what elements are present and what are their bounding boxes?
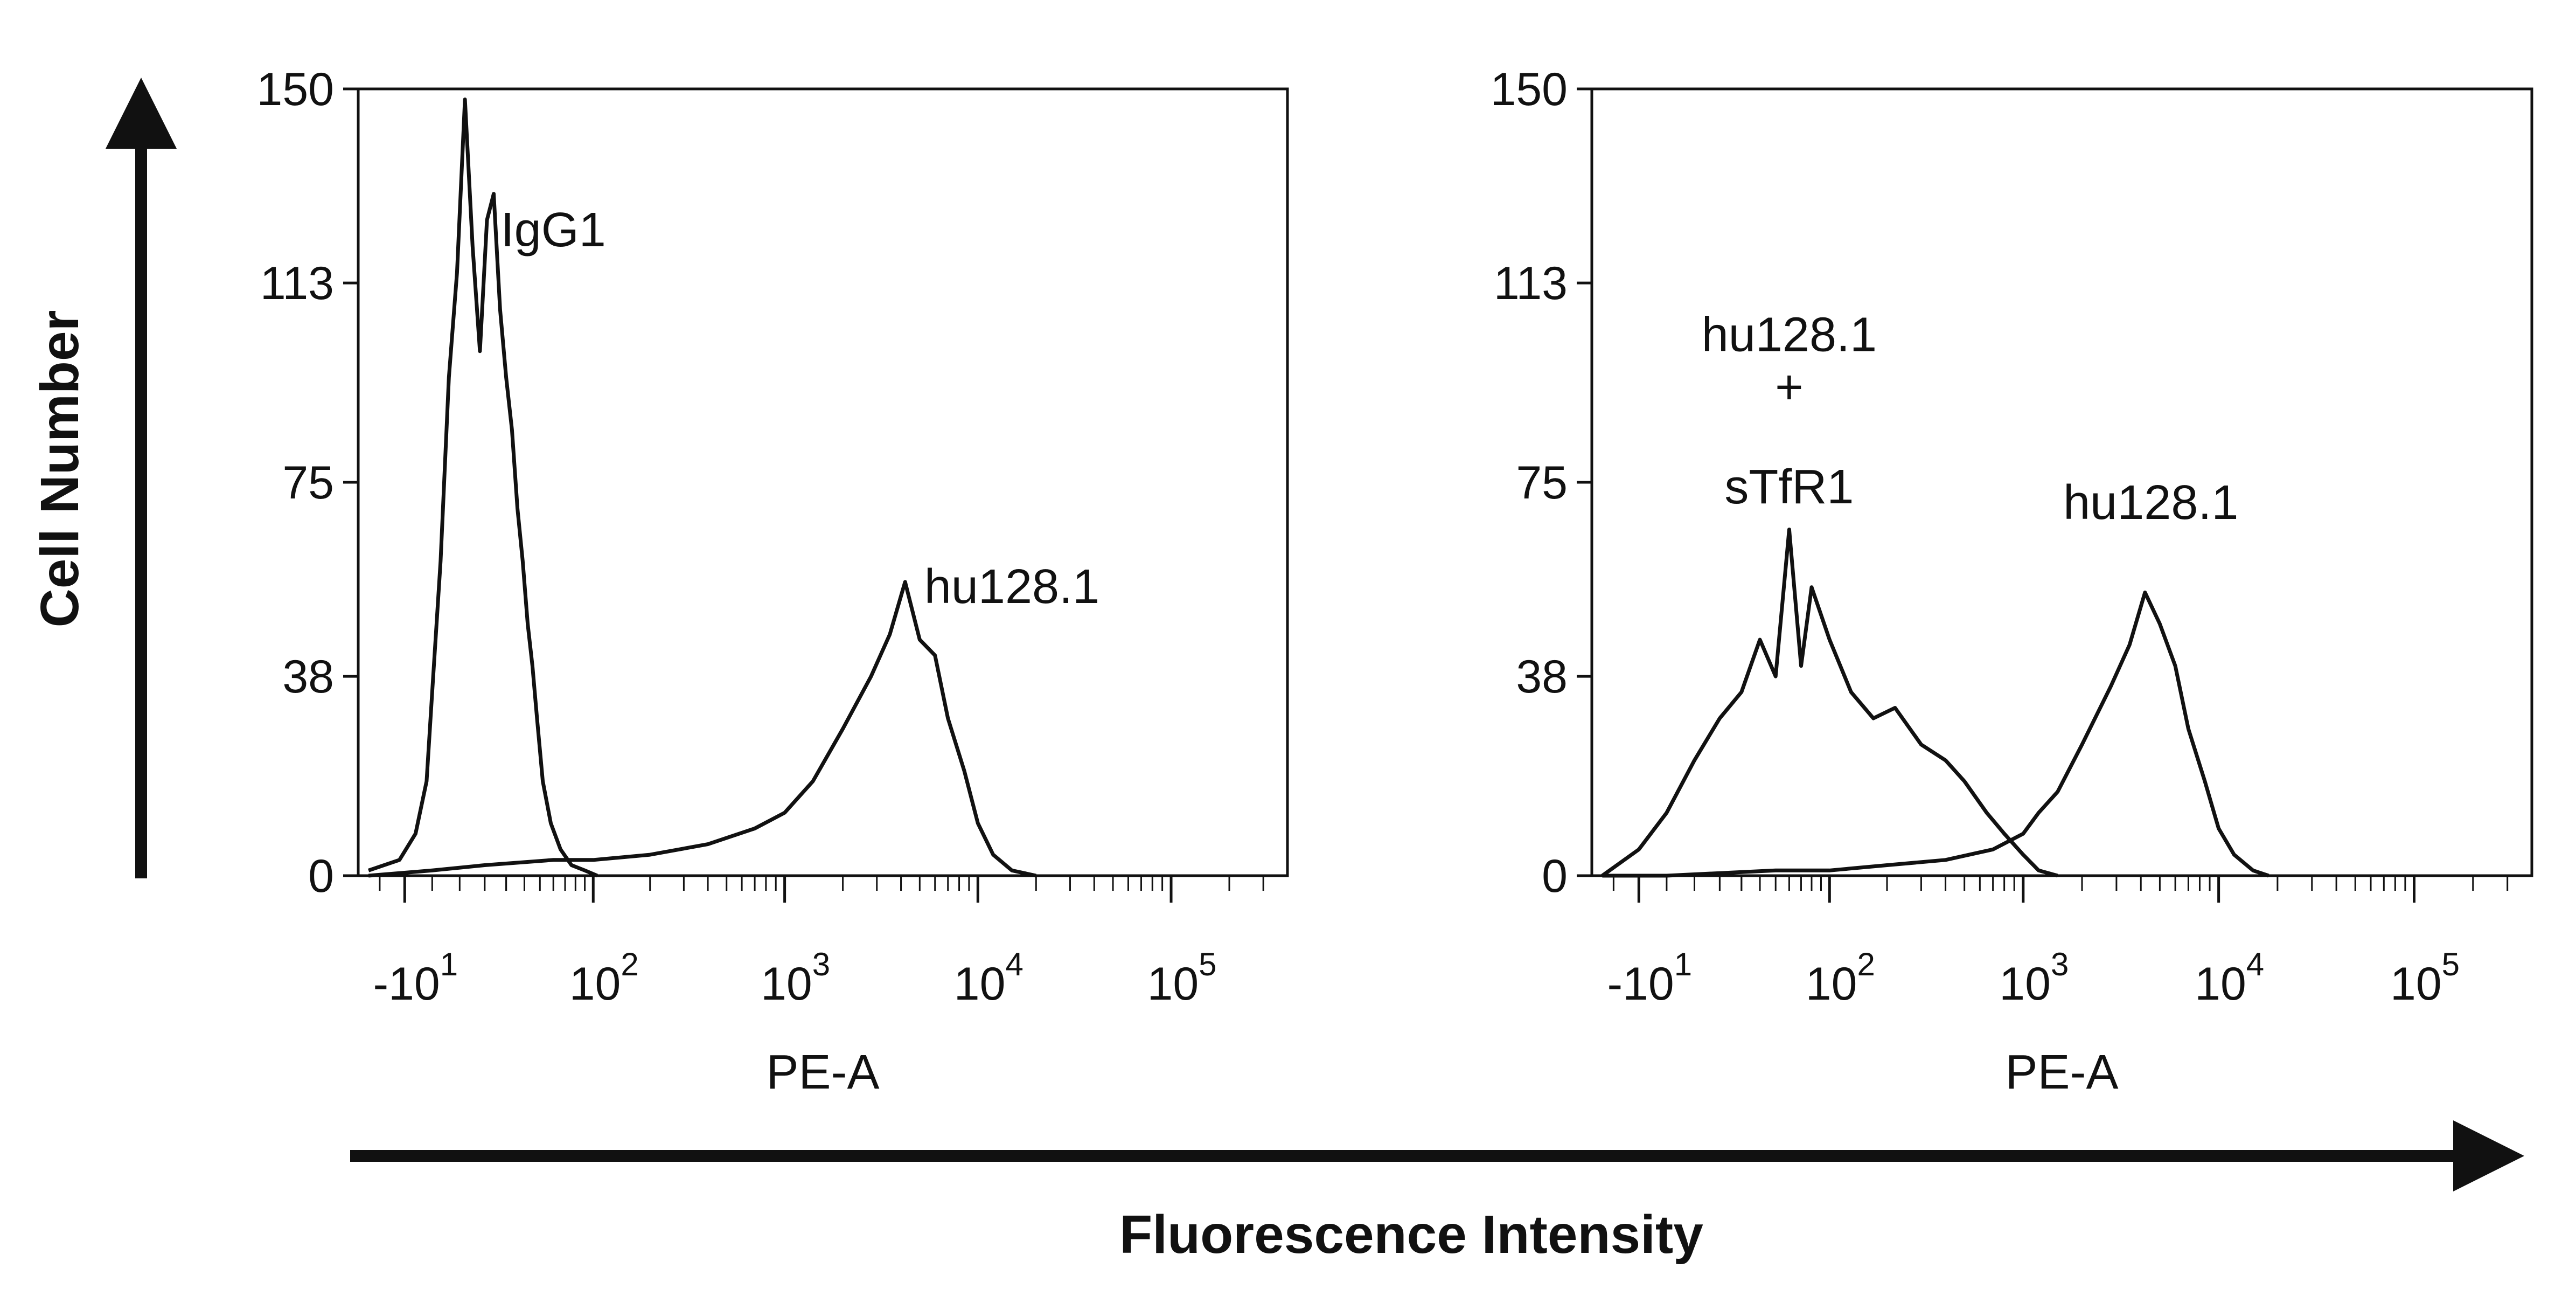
x-tick-exponent: 1	[1674, 946, 1692, 982]
x-tick-exponent: 1	[440, 946, 458, 982]
x-tick-label: -101	[373, 946, 458, 1010]
x-tick-label: 102	[1806, 946, 1875, 1010]
y-tick-label: 75	[282, 457, 334, 509]
y-tick-label: 75	[1516, 457, 1568, 509]
x-tick-base: 10	[2195, 958, 2246, 1010]
series-line-1	[1602, 590, 2269, 878]
annotation-label: hu128.1	[1702, 308, 1877, 362]
annotation-label: +	[1775, 361, 1804, 414]
x-tick-base: 10	[1999, 958, 2051, 1010]
x-tick-base: 10	[569, 958, 621, 1010]
x-tick-label: 105	[2390, 946, 2460, 1010]
x-tick-base: 10	[2390, 958, 2442, 1010]
y-tick-label: 38	[282, 651, 334, 703]
x-tick-exponent: 5	[1199, 946, 1216, 982]
x-axis-label: PE-A	[2005, 1045, 2118, 1099]
annotation-label: sTfR1	[1724, 460, 1854, 514]
annotation-label: hu128.1	[924, 560, 1099, 614]
x-tick-exponent: 4	[2246, 946, 2264, 982]
x-axis-title: Fluorescence Intensity	[1119, 1204, 1703, 1265]
y-tick-label: 113	[1494, 258, 1568, 309]
x-tick-label: -101	[1607, 946, 1692, 1010]
plot-frame	[357, 87, 1289, 877]
x-tick-exponent: 2	[1857, 946, 1875, 982]
x-tick-label: 103	[1999, 946, 2069, 1010]
y-axis-title: Cell Number	[30, 310, 90, 627]
x-axis-label: PE-A	[766, 1045, 879, 1099]
series-line-0	[1601, 528, 2058, 878]
x-tick-base: 10	[954, 958, 1006, 1010]
x-tick-label: 104	[954, 946, 1024, 1010]
x-tick-exponent: 2	[621, 946, 638, 982]
y-tick-label: 113	[260, 258, 334, 309]
x-tick-label: 104	[2195, 946, 2264, 1010]
x-tick-label: 102	[569, 946, 639, 1010]
x-tick-base: 10	[1147, 958, 1199, 1010]
series-line-1	[368, 580, 1037, 878]
y-tick-label: 38	[1516, 651, 1568, 703]
annotation-label: IgG1	[501, 203, 606, 257]
annotation-label: hu128.1	[2063, 476, 2238, 530]
x-tick-exponent: 3	[2051, 946, 2069, 982]
x-tick-base: 10	[1806, 958, 1857, 1010]
x-tick-exponent: 3	[812, 946, 830, 982]
x-tick-exponent: 4	[1005, 946, 1023, 982]
x-tick-label: 103	[761, 946, 830, 1010]
y-tick-label: 150	[1491, 64, 1568, 115]
series-line-0	[367, 98, 598, 878]
y-tick-label: 150	[257, 64, 335, 115]
x-tick-base: 10	[761, 958, 812, 1010]
x-tick-base: -10	[373, 958, 440, 1010]
x-tick-label: 105	[1147, 946, 1217, 1010]
y-tick-label: 0	[1542, 850, 1568, 902]
y-tick-label: 0	[308, 850, 334, 902]
x-tick-exponent: 5	[2442, 946, 2460, 982]
x-tick-base: -10	[1607, 958, 1674, 1010]
